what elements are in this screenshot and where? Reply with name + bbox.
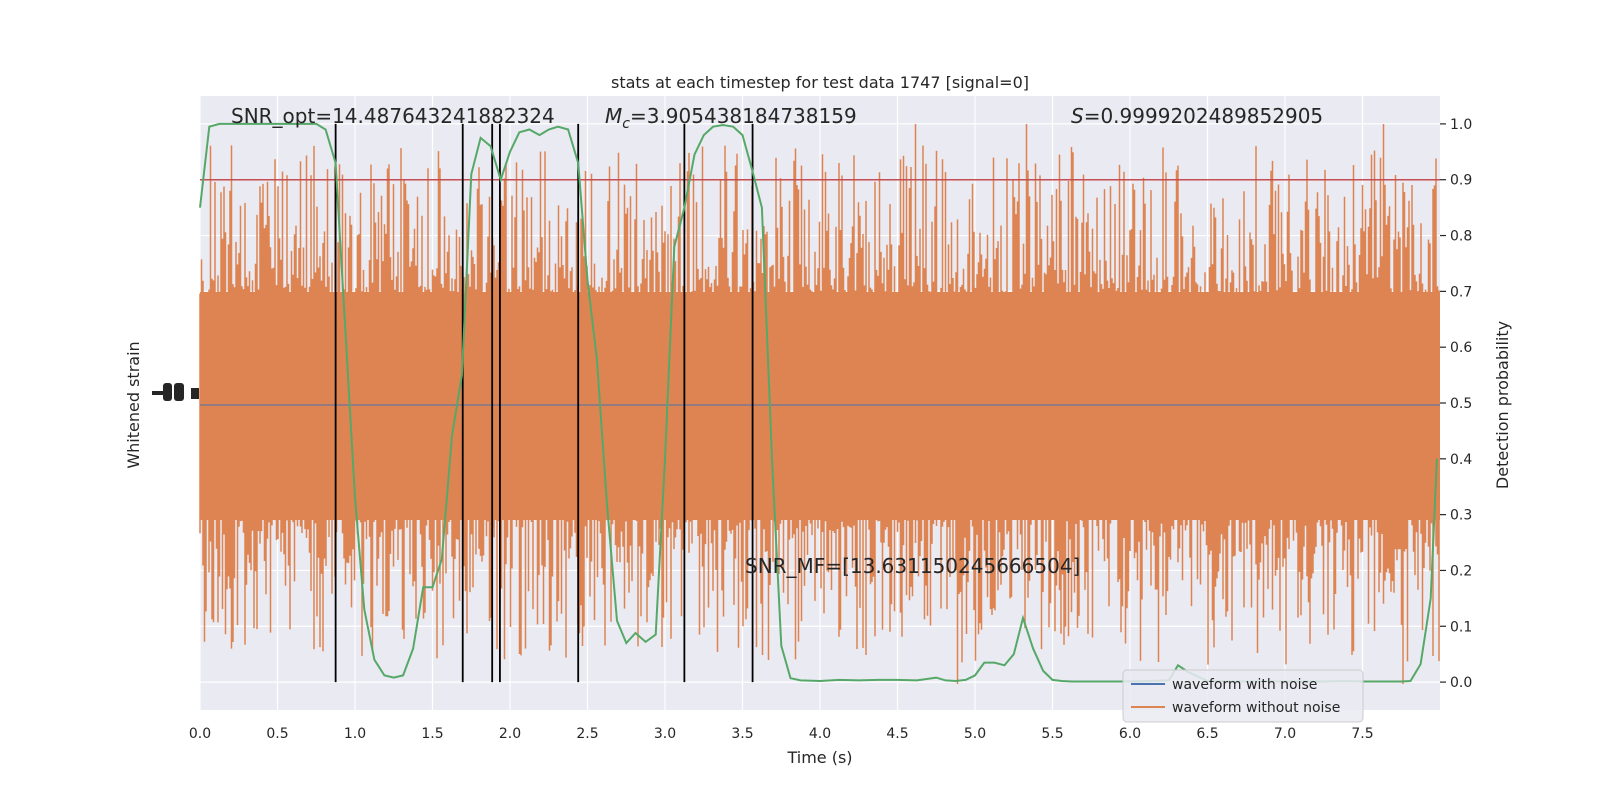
snr-mf-annotation: SNR_MF=[13.631150245666504] xyxy=(745,554,1080,578)
y-tick-label: 0.6 xyxy=(1450,340,1472,356)
legend-label-without-noise: waveform without noise xyxy=(1172,700,1340,716)
y-axis-right-ticks: 0.0 0.1 0.2 0.3 0.4 0.5 0.6 0.7 0.8 0.9 1.0 xyxy=(1440,117,1472,691)
x-tick-label: 5.0 xyxy=(964,726,986,742)
y-axis-left-label: Whitened strain xyxy=(124,341,143,468)
mc-value: =3.905438184738159 xyxy=(630,104,857,128)
y-tick-label: 0.0 xyxy=(1450,675,1472,691)
x-tick-label: 3.0 xyxy=(654,726,676,742)
y-axis-right-label: Detection probability xyxy=(1493,321,1512,489)
mc-annotation: Mc=3.905438184738159 xyxy=(605,104,857,132)
x-tick-label: 7.5 xyxy=(1351,726,1373,742)
x-axis-ticks: 0.0 0.5 1.0 1.5 2.0 2.5 3.0 3.5 4.0 4.5 5.0 5.5 6.0 6… xyxy=(189,726,1374,742)
left-tick-blob xyxy=(191,388,199,399)
left-tick-blob xyxy=(152,391,166,395)
x-tick-label: 6.5 xyxy=(1196,726,1218,742)
y-tick-label: 0.5 xyxy=(1450,396,1472,412)
x-tick-label: 4.0 xyxy=(809,726,831,742)
y-tick-label: 0.3 xyxy=(1450,508,1472,524)
mc-symbol: M xyxy=(605,104,622,128)
waveform-without-noise-series xyxy=(199,124,1440,684)
y-tick-label: 0.1 xyxy=(1450,619,1472,635)
y-tick-label: 0.9 xyxy=(1450,173,1472,189)
s-value: =0.9999202489852905 xyxy=(1084,104,1323,128)
x-tick-label: 2.5 xyxy=(576,726,598,742)
x-tick-label: 6.0 xyxy=(1119,726,1141,742)
left-axis-clutter xyxy=(152,383,199,401)
mc-subscript: c xyxy=(622,116,630,132)
left-tick-blob xyxy=(163,383,172,401)
x-tick-label: 0.5 xyxy=(266,726,288,742)
x-tick-label: 5.5 xyxy=(1041,726,1063,742)
left-tick-blob xyxy=(174,383,184,401)
x-tick-label: 3.5 xyxy=(731,726,753,742)
y-tick-label: 0.7 xyxy=(1450,284,1472,300)
s-symbol: S xyxy=(1071,104,1084,128)
vertical-lines xyxy=(334,123,754,683)
x-tick-label: 2.0 xyxy=(499,726,521,742)
y-tick-label: 1.0 xyxy=(1450,117,1472,133)
chart-title: stats at each timestep for test data 174… xyxy=(611,73,1029,92)
legend: waveform with noise waveform without noi… xyxy=(1122,669,1364,723)
snr-opt-annotation: SNR_opt=14.487643241882324 xyxy=(231,104,555,128)
x-tick-label: 1.5 xyxy=(421,726,443,742)
y-tick-label: 0.4 xyxy=(1450,452,1472,468)
legend-box xyxy=(1122,669,1364,723)
legend-label-with-noise: waveform with noise xyxy=(1172,677,1317,693)
s-annotation: S=0.9999202489852905 xyxy=(1071,104,1323,128)
y-tick-label: 0.2 xyxy=(1450,563,1472,579)
y-tick-label: 0.8 xyxy=(1450,229,1472,245)
x-tick-label: 4.5 xyxy=(886,726,908,742)
x-tick-label: 7.0 xyxy=(1274,726,1296,742)
x-tick-label: 0.0 xyxy=(189,726,211,742)
x-axis-label: Time (s) xyxy=(786,748,852,767)
x-tick-label: 1.0 xyxy=(344,726,366,742)
